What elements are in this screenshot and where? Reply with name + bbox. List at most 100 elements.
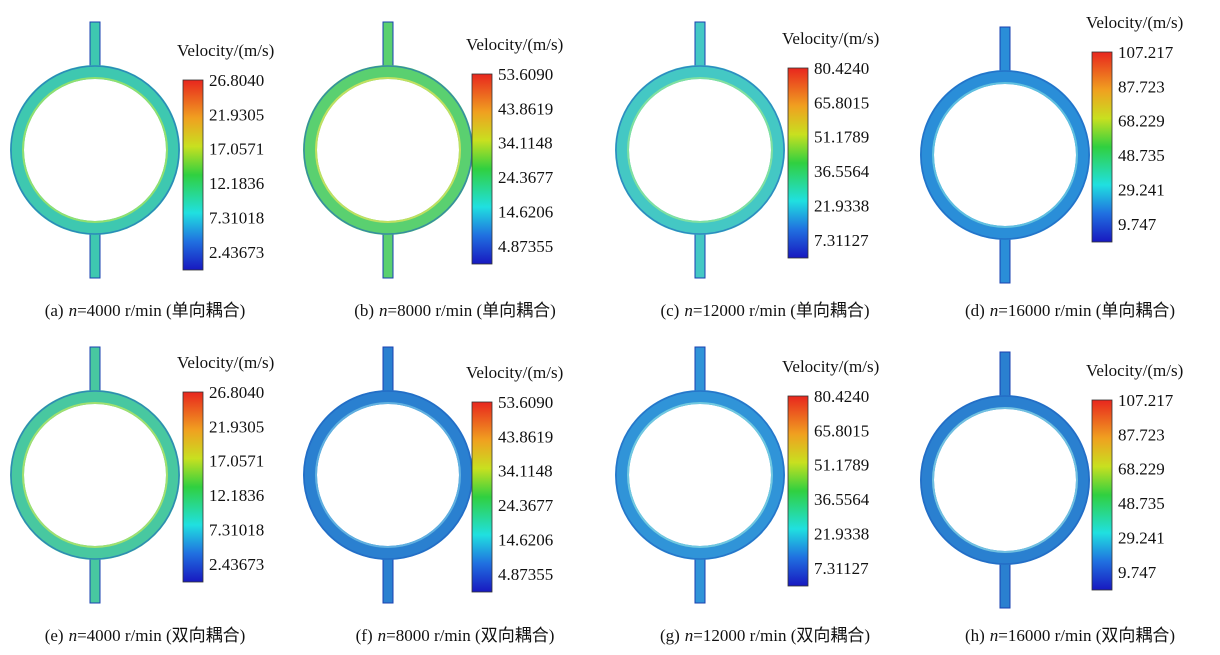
- panel: Velocity/(m/s)26.804021.930517.057112.18…: [11, 22, 274, 320]
- ring: [927, 77, 1083, 233]
- ring-inner: [933, 408, 1077, 552]
- legend-tick-label: 68.229: [1118, 112, 1165, 131]
- legend-tick-label: 43.8619: [498, 99, 553, 118]
- colorbar: [1092, 52, 1112, 242]
- caption-var: n: [685, 626, 694, 645]
- caption-text: =8000 r/min (双向耦合): [386, 626, 554, 645]
- legend-tick-label: 29.241: [1118, 529, 1165, 548]
- legend-tick-label: 9.747: [1118, 563, 1157, 582]
- panel: Velocity/(m/s)26.804021.930517.057112.18…: [11, 347, 274, 645]
- caption-text: =8000 r/min (单向耦合): [388, 301, 556, 320]
- panel: Velocity/(m/s) 53.6090 43.8619 34.1148 24.36…: [304, 22, 563, 320]
- caption-label: (b): [354, 301, 374, 320]
- legend-tick-label: 80.4240: [814, 387, 869, 406]
- legend-tick-label: 7.31127: [814, 559, 869, 578]
- legend-tick-label: 4.87355: [498, 237, 553, 256]
- legend-tick-label: 26.8040: [209, 71, 264, 90]
- caption: (g) n=12000 r/min (双向耦合): [660, 626, 870, 645]
- ring-inner: [316, 78, 460, 222]
- ring: [17, 72, 173, 228]
- legend-tick-label: 51.1789: [814, 456, 869, 475]
- legend-tick-label: 51.1789: [814, 128, 869, 147]
- caption-var: n: [378, 626, 387, 645]
- caption-var: n: [69, 301, 78, 320]
- caption-var: n: [684, 301, 693, 320]
- legend-tick-label: 21.9338: [814, 197, 869, 216]
- ring-inner: [933, 83, 1077, 227]
- legend-tick-label: 87.723: [1118, 77, 1165, 96]
- figure: Velocity/(m/s) 26.8040 21.9305 17.0571 12.18…: [0, 0, 1220, 655]
- ring: [310, 72, 466, 228]
- panel: Velocity/(m/s) 80.4240 65.8015 51.1789 36.55…: [616, 347, 879, 645]
- panel: Velocity/(m/s)53.609043.861934.114824.36…: [304, 347, 563, 645]
- caption-label: (d): [965, 301, 985, 320]
- caption-label: (c): [660, 301, 679, 320]
- caption-var: n: [69, 626, 78, 645]
- legend-title: Velocity/(m/s): [782, 357, 879, 376]
- caption-label: (h): [965, 626, 985, 645]
- legend-tick-label: 24.3677: [498, 168, 554, 187]
- panel: Velocity/(m/s)107.21787.72368.22948.7352…: [921, 352, 1183, 645]
- legend-tick-label: 29.241: [1118, 181, 1165, 200]
- legend-tick-label: 21.9305: [209, 105, 264, 124]
- colorbar: [183, 392, 203, 582]
- legend-title: Velocity/(m/s): [466, 35, 563, 54]
- caption-text: =12000 r/min (单向耦合): [693, 301, 870, 320]
- legend-tick-label: 107.217: [1118, 43, 1174, 62]
- ring-inner: [316, 403, 460, 547]
- legend-tick-label: 26.8040: [209, 383, 264, 402]
- panel: Velocity/(m/s)80.424065.801551.178936.55…: [616, 22, 879, 320]
- legend-tick-label: 4.87355: [498, 565, 553, 584]
- ring-inner: [23, 78, 167, 222]
- ring: [622, 72, 778, 228]
- legend-tick-label: 14.6206: [498, 203, 553, 222]
- legend-title: Velocity/(m/s): [782, 29, 879, 48]
- legend-tick-label: 17.0571: [209, 140, 264, 159]
- legend-tick-label: 2.43673: [209, 243, 264, 262]
- caption-var: n: [990, 301, 999, 320]
- caption: (d)n=16000 r/min (单向耦合): [965, 301, 1175, 320]
- legend-tick-label: 48.735: [1118, 146, 1165, 165]
- legend-tick-label: 36.5564: [814, 490, 870, 509]
- caption: (e)n=4000 r/min (双向耦合): [45, 626, 246, 645]
- legend-tick-label: 21.9338: [814, 525, 869, 544]
- caption-text: =4000 r/min (双向耦合): [77, 626, 245, 645]
- legend-tick-label: 36.5564: [814, 162, 870, 181]
- legend-tick-label: 53.6090: [498, 65, 553, 84]
- legend-tick-label: 34.1148: [498, 134, 553, 153]
- legend-tick-label: 107.217: [1118, 391, 1174, 410]
- caption-var: n: [379, 301, 388, 320]
- caption: (b) n=8000 r/min (单向耦合): [354, 301, 556, 320]
- legend-tick-label: 12.1836: [209, 174, 264, 193]
- colorbar: [788, 68, 808, 258]
- legend-tick-label: 12.1836: [209, 486, 264, 505]
- caption-var: n: [990, 626, 999, 645]
- legend-tick-label: 7.31018: [209, 521, 264, 540]
- legend-title: Velocity/(m/s): [177, 353, 274, 372]
- caption: (f) n=8000 r/min (双向耦合): [356, 626, 555, 645]
- ring-inner: [628, 78, 772, 222]
- colorbar: [183, 80, 203, 270]
- caption-label: (g): [660, 626, 680, 645]
- caption-text: =12000 r/min (双向耦合): [693, 626, 870, 645]
- legend-tick-label: 24.3677: [498, 496, 554, 515]
- caption-label: (a): [45, 301, 64, 320]
- legend-tick-label: 43.8619: [498, 427, 553, 446]
- caption: (a)n=4000 r/min (单向耦合): [45, 301, 246, 320]
- legend-tick-label: 48.735: [1118, 494, 1165, 513]
- legend-tick-label: 53.6090: [498, 393, 553, 412]
- legend-tick-label: 7.31018: [209, 209, 264, 228]
- legend-tick-label: 7.31127: [814, 231, 869, 250]
- colorbar: [472, 402, 492, 592]
- caption-label: (f): [356, 626, 373, 645]
- legend-title: Velocity/(m/s): [466, 363, 563, 382]
- ring: [310, 397, 466, 553]
- ring-inner: [628, 403, 772, 547]
- legend-tick-label: 68.229: [1118, 460, 1165, 479]
- caption: (h)n=16000 r/min (双向耦合): [965, 626, 1175, 645]
- ring: [622, 397, 778, 553]
- legend-tick-label: 9.747: [1118, 215, 1157, 234]
- colorbar: [472, 74, 492, 264]
- legend-title: Velocity/(m/s): [1086, 13, 1183, 32]
- legend-tick-label: 65.8015: [814, 421, 869, 440]
